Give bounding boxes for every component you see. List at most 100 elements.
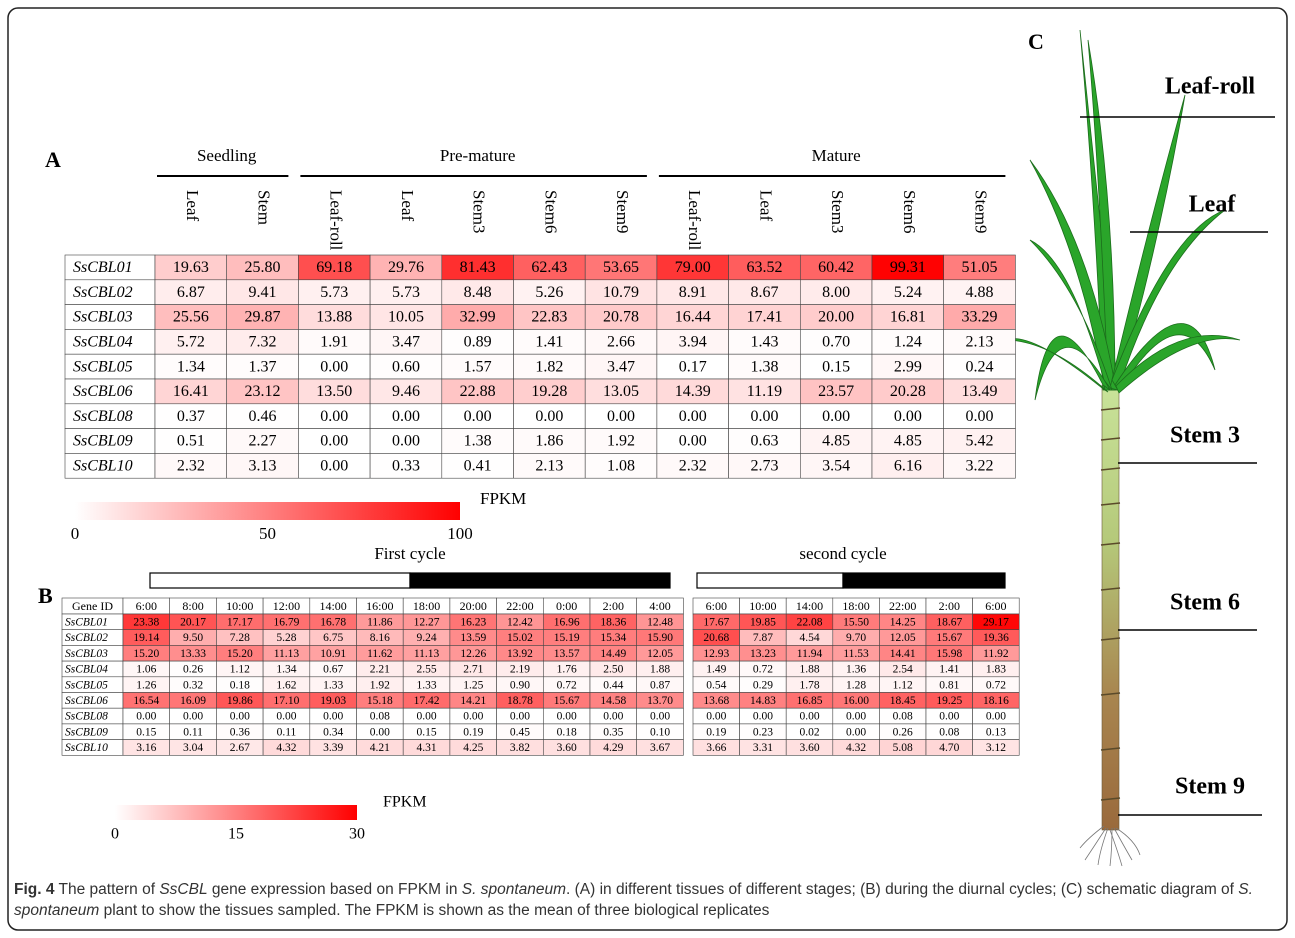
cell-value: 16.09 bbox=[180, 695, 206, 707]
cell-value: 1.37 bbox=[249, 358, 277, 375]
heat-cell bbox=[656, 453, 729, 479]
cell-value: 5.24 bbox=[894, 284, 922, 301]
heat-cell bbox=[513, 453, 586, 479]
gene-name: SsCBL04 bbox=[65, 664, 108, 676]
cell-value: 13.70 bbox=[647, 695, 673, 707]
heat-cell bbox=[154, 329, 227, 355]
heat-cell bbox=[154, 279, 227, 305]
cell-value: 0.00 bbox=[846, 726, 866, 738]
cycle-label: second cycle bbox=[799, 544, 886, 563]
cell-value: 18.36 bbox=[600, 616, 626, 628]
gene-cell bbox=[64, 403, 156, 429]
gene-cell bbox=[64, 453, 156, 479]
cell-value: 13.92 bbox=[507, 648, 533, 660]
time-label: 0:00 bbox=[556, 599, 577, 613]
cell-value: 13.49 bbox=[962, 383, 998, 400]
cell-value: 0.33 bbox=[392, 457, 420, 474]
cell-value: 7.32 bbox=[249, 333, 277, 350]
heat-cell bbox=[513, 353, 586, 380]
cell-value: 23.38 bbox=[133, 616, 159, 628]
cell-value: 23.57 bbox=[818, 383, 854, 400]
cell-value: 0.19 bbox=[706, 726, 726, 738]
cell-value: 3.67 bbox=[650, 742, 670, 754]
cell-value: 19.03 bbox=[320, 695, 346, 707]
cell-value: 18.16 bbox=[983, 695, 1009, 707]
time-label: 18:00 bbox=[413, 599, 440, 613]
heat-cell bbox=[369, 378, 443, 405]
cell-value: 1.26 bbox=[136, 679, 156, 691]
cell-value: 13.57 bbox=[554, 648, 580, 660]
heat-cell bbox=[943, 329, 1016, 355]
cell-value: 8.67 bbox=[750, 284, 778, 301]
cell-value: 11.13 bbox=[414, 648, 440, 660]
cell-value: 8.16 bbox=[370, 632, 390, 644]
cell-value: 16.81 bbox=[890, 309, 926, 326]
cell-value: 19.85 bbox=[750, 616, 776, 628]
heat-cell bbox=[728, 279, 801, 305]
gene-name: SsCBL08 bbox=[73, 408, 133, 425]
cell-value: 15.67 bbox=[554, 695, 580, 707]
cell-value: 1.78 bbox=[799, 679, 819, 691]
cell-value: 0.00 bbox=[323, 711, 343, 723]
cell-value: 3.60 bbox=[557, 742, 577, 754]
cell-value: 1.92 bbox=[370, 679, 390, 691]
cell-value: 1.41 bbox=[535, 333, 563, 350]
cell-value: 3.66 bbox=[706, 742, 726, 754]
heat-cell bbox=[799, 378, 873, 405]
cell-value: 16.54 bbox=[133, 695, 159, 707]
cell-value: 5.42 bbox=[966, 433, 994, 450]
heat-cell bbox=[943, 353, 1016, 380]
cell-value: 19.86 bbox=[227, 695, 253, 707]
heat-cell bbox=[226, 428, 299, 454]
heat-cell bbox=[226, 353, 299, 380]
cell-value: 60.42 bbox=[818, 259, 854, 276]
heat-cell bbox=[584, 279, 658, 305]
cell-value: 6.16 bbox=[894, 457, 922, 474]
cell-value: 1.06 bbox=[136, 664, 156, 676]
scale-tick-label: 0 bbox=[71, 524, 80, 543]
cell-value: 9.50 bbox=[183, 632, 203, 644]
cell-value: 1.34 bbox=[276, 664, 296, 676]
cell-value: 11.53 bbox=[843, 648, 869, 660]
time-label: 10:00 bbox=[226, 599, 253, 613]
heat-cell bbox=[226, 453, 299, 479]
gene-cell bbox=[64, 279, 156, 305]
cell-value: 4.70 bbox=[939, 742, 959, 754]
cell-value: 4.88 bbox=[966, 284, 994, 301]
cell-value: 3.54 bbox=[822, 457, 850, 474]
cell-value: 10.91 bbox=[320, 648, 346, 660]
cell-value: 0.54 bbox=[706, 679, 726, 691]
heat-cell bbox=[441, 254, 514, 281]
column-label: Stem bbox=[255, 190, 274, 225]
heat-cell bbox=[636, 739, 684, 756]
heat-cell bbox=[871, 428, 944, 454]
cell-value: 0.70 bbox=[822, 333, 850, 350]
plant-drawing bbox=[1004, 29, 1275, 867]
cell-value: 19.36 bbox=[983, 632, 1009, 644]
gene-name: SsCBL01 bbox=[65, 616, 108, 628]
cell-value: 0.00 bbox=[799, 711, 819, 723]
scale-tick-label: 0 bbox=[111, 826, 119, 843]
cell-value: 14.58 bbox=[600, 695, 626, 707]
heat-cell bbox=[728, 453, 801, 479]
column-label: Leaf bbox=[398, 190, 417, 221]
panel-label: A bbox=[45, 147, 61, 172]
heat-cell bbox=[943, 279, 1016, 305]
cell-value: 1.12 bbox=[230, 664, 250, 676]
cell-value: 23.12 bbox=[245, 383, 281, 400]
cell-value: 0.13 bbox=[986, 726, 1006, 738]
cell-value: 9.46 bbox=[392, 383, 420, 400]
caption-text: gene expression based on FPKM in bbox=[207, 881, 462, 898]
cell-value: 8.00 bbox=[822, 284, 850, 301]
heat-cell bbox=[656, 428, 729, 454]
cell-value: 2.13 bbox=[535, 457, 563, 474]
cell-value: 1.88 bbox=[799, 664, 819, 676]
cell-value: 1.12 bbox=[893, 679, 913, 691]
cell-value: 12.27 bbox=[414, 616, 440, 628]
gene-cell bbox=[64, 378, 156, 405]
cell-value: 0.45 bbox=[510, 726, 530, 738]
cell-value: 4.29 bbox=[603, 742, 623, 754]
cell-value: 1.88 bbox=[650, 664, 670, 676]
cell-value: 29.87 bbox=[245, 309, 281, 326]
